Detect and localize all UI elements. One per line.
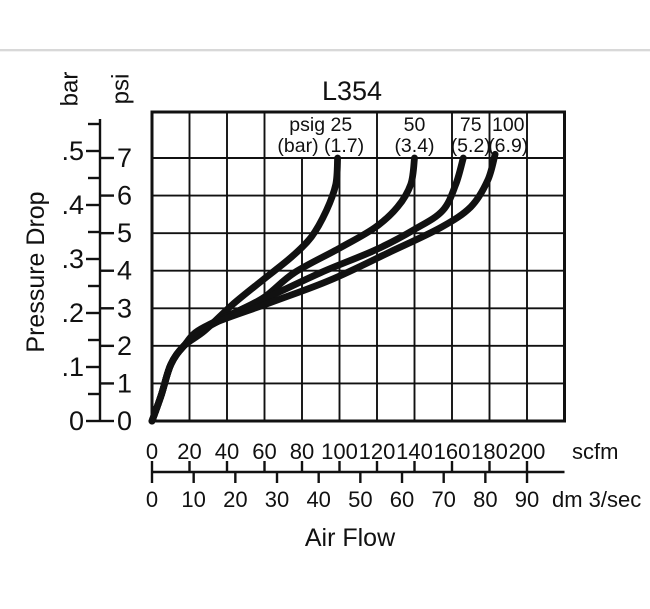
- series-label-bottom: (bar) (1.7): [277, 135, 364, 157]
- plot-frame: [150, 110, 566, 423]
- chart-title: L354: [322, 76, 382, 106]
- psi-tick-label: 5: [117, 218, 132, 248]
- psi-tick-label: 4: [117, 256, 132, 286]
- flow-axis: [150, 461, 565, 483]
- dm-tick-label: 10: [181, 487, 205, 512]
- bar-tick-label: .4: [61, 190, 84, 220]
- scfm-tick-label: 40: [215, 439, 239, 464]
- scfm-tick-label: 100: [321, 439, 358, 464]
- psi-tick-label: 1: [117, 368, 132, 398]
- series-label-bottom: (6.9): [488, 135, 528, 157]
- scfm-tick-label: 120: [359, 439, 396, 464]
- psi-tick-label: 0: [117, 406, 132, 436]
- series-label-top: 75: [460, 114, 482, 136]
- curves: [148, 150, 499, 425]
- bar-tick-label: 0: [69, 406, 84, 436]
- pressure-drop-axis-title: Pressure Drop: [22, 191, 50, 352]
- grid: [152, 112, 565, 421]
- scfm-tick-label: 20: [177, 439, 201, 464]
- psi-unit-label: psi: [108, 74, 135, 105]
- scfm-tick-label: 0: [146, 439, 158, 464]
- scfm-unit-label: scfm: [572, 439, 618, 464]
- scfm-tick-label: 80: [290, 439, 314, 464]
- bar-tick-label: .5: [61, 136, 84, 166]
- psi-tick-label: 3: [117, 293, 132, 323]
- scfm-tick-label: 160: [434, 439, 471, 464]
- scfm-tick-label: 60: [252, 439, 276, 464]
- dm-tick-label: 50: [348, 487, 372, 512]
- series-label-bottom: (3.4): [394, 135, 434, 157]
- dm-tick-label: 0: [146, 487, 158, 512]
- dm-tick-label: 60: [390, 487, 414, 512]
- scfm-tick-label: 200: [509, 439, 546, 464]
- pressure-axis: [86, 119, 114, 423]
- psi-tick-label: 2: [117, 331, 132, 361]
- series-label-bottom: (5.2): [451, 135, 491, 157]
- scfm-tick-label: 140: [396, 439, 433, 464]
- dm-tick-label: 80: [473, 487, 497, 512]
- series-label-top: 100: [492, 114, 525, 136]
- dm-tick-label: 70: [431, 487, 455, 512]
- bar-tick-label: .2: [61, 298, 84, 328]
- page-divider: [0, 49, 650, 51]
- air-flow-axis-title: Air Flow: [305, 524, 396, 552]
- psi-tick-label: 7: [117, 143, 132, 173]
- scfm-tick-label: 180: [471, 439, 508, 464]
- dm-unit-label: dm 3/sec: [552, 487, 641, 512]
- psi-tick-label: 6: [117, 181, 132, 211]
- dm-tick-label: 20: [223, 487, 247, 512]
- bar-unit-label: bar: [57, 72, 84, 107]
- dm-tick-label: 30: [265, 487, 289, 512]
- dm-tick-label: 90: [515, 487, 539, 512]
- dm-tick-label: 40: [306, 487, 330, 512]
- series-label-top: psig 25: [289, 114, 352, 136]
- series-label-top: 50: [404, 114, 426, 136]
- bar-tick-label: .3: [61, 244, 84, 274]
- bar-tick-label: .1: [61, 352, 84, 382]
- series-curve-100: [148, 150, 499, 425]
